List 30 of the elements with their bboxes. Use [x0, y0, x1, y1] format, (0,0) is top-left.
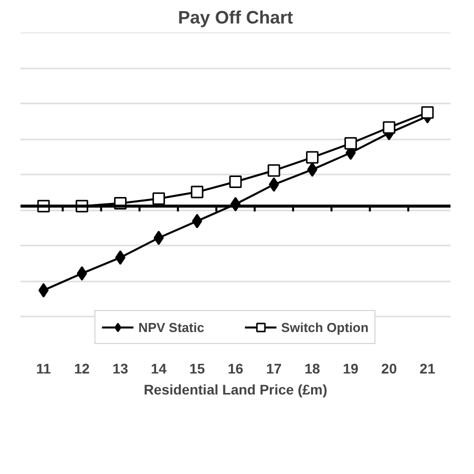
point [421, 106, 434, 119]
point [306, 151, 319, 164]
point [115, 250, 126, 265]
chart-title: Pay Off Chart [178, 8, 294, 28]
x-tick-label: 18 [304, 360, 320, 376]
x-tick-label: 14 [150, 360, 167, 376]
point [382, 121, 396, 134]
x-tick-label: 21 [420, 360, 436, 376]
point [152, 192, 165, 205]
x-tick-label: 11 [36, 360, 52, 376]
point [76, 266, 88, 281]
x-tick-label: 13 [112, 360, 128, 376]
x-tick-label: 16 [228, 360, 244, 376]
x-axis-title: Residential Land Price (£m) [144, 382, 328, 398]
legend-label: Switch Option [281, 320, 369, 334]
x-tick-label: 19 [342, 360, 359, 376]
point [192, 214, 202, 228]
x-tick-label: 20 [381, 360, 398, 376]
x-tick-label: 15 [189, 360, 206, 376]
x-tick-label: 12 [74, 360, 90, 376]
point [344, 137, 357, 150]
point [268, 164, 280, 177]
point [38, 283, 49, 298]
point [190, 186, 204, 198]
point [154, 230, 164, 246]
x-tick-label: 17 [266, 360, 282, 376]
point [307, 162, 318, 177]
point [229, 175, 242, 188]
point [268, 177, 279, 192]
legend-label: NPV Static [138, 320, 204, 334]
